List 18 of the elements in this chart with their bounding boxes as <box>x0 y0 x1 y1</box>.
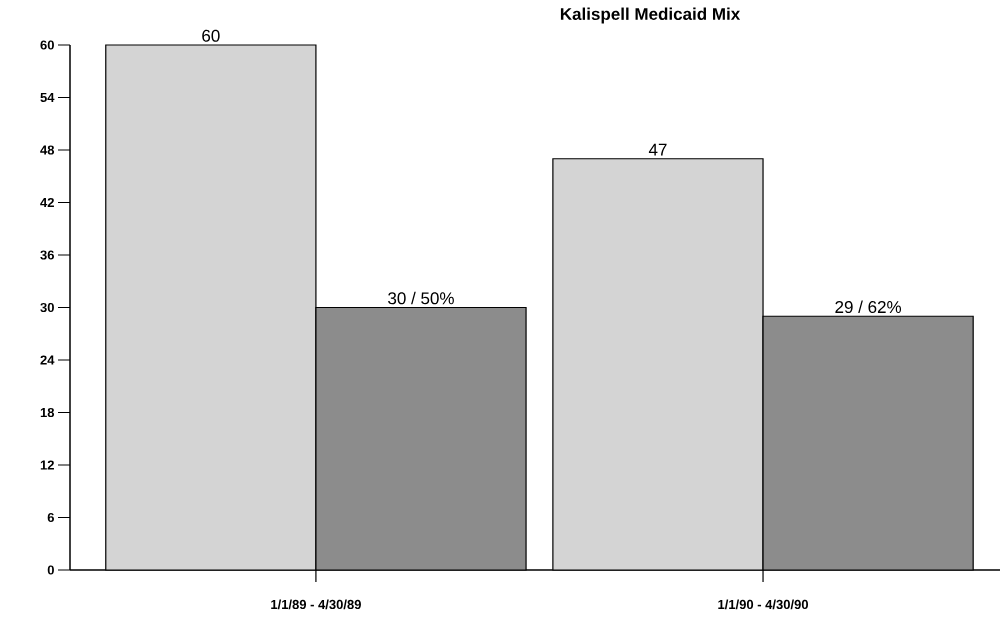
y-tick-label: 12 <box>40 460 54 470</box>
y-tick-label: 42 <box>40 197 54 208</box>
data-label: 30 / 50% <box>388 291 454 305</box>
y-tick-label: 18 <box>40 407 55 418</box>
data-label: 47 <box>648 143 667 156</box>
y-tick-label: 30 <box>40 302 54 313</box>
data-label: 29 / 62% <box>835 300 902 314</box>
y-tick-label: 48 <box>40 145 55 155</box>
chart-title: Kalispell Medicaid Mix <box>560 7 741 24</box>
y-tick-label: 24 <box>40 355 55 365</box>
x-tick-label: 1/1/89 - 4/30/89 <box>271 599 361 610</box>
y-tick-label: 36 <box>40 250 54 260</box>
y-tick-label: 0 <box>47 565 54 575</box>
x-tick-label: 1/1/90 - 4/30/90 <box>718 599 809 610</box>
y-tick-label: 6 <box>47 512 54 523</box>
data-label: 60 <box>202 29 220 42</box>
y-tick-label: 54 <box>40 92 55 103</box>
y-tick-label: 60 <box>40 40 54 50</box>
